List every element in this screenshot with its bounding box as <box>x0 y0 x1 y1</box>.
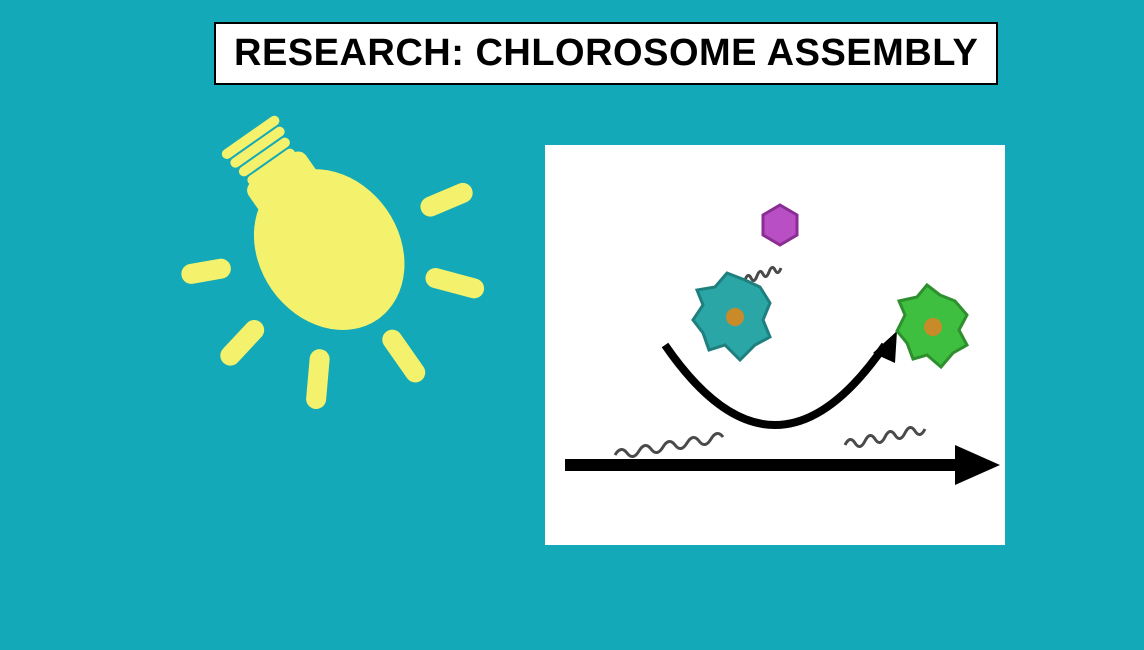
page-title: RESEARCH: CHLOROSOME ASSEMBLY <box>234 32 978 74</box>
lightbulb-icon <box>142 85 502 415</box>
assembly-diagram <box>545 145 1005 545</box>
title-box: RESEARCH: CHLOROSOME ASSEMBLY <box>214 22 998 85</box>
